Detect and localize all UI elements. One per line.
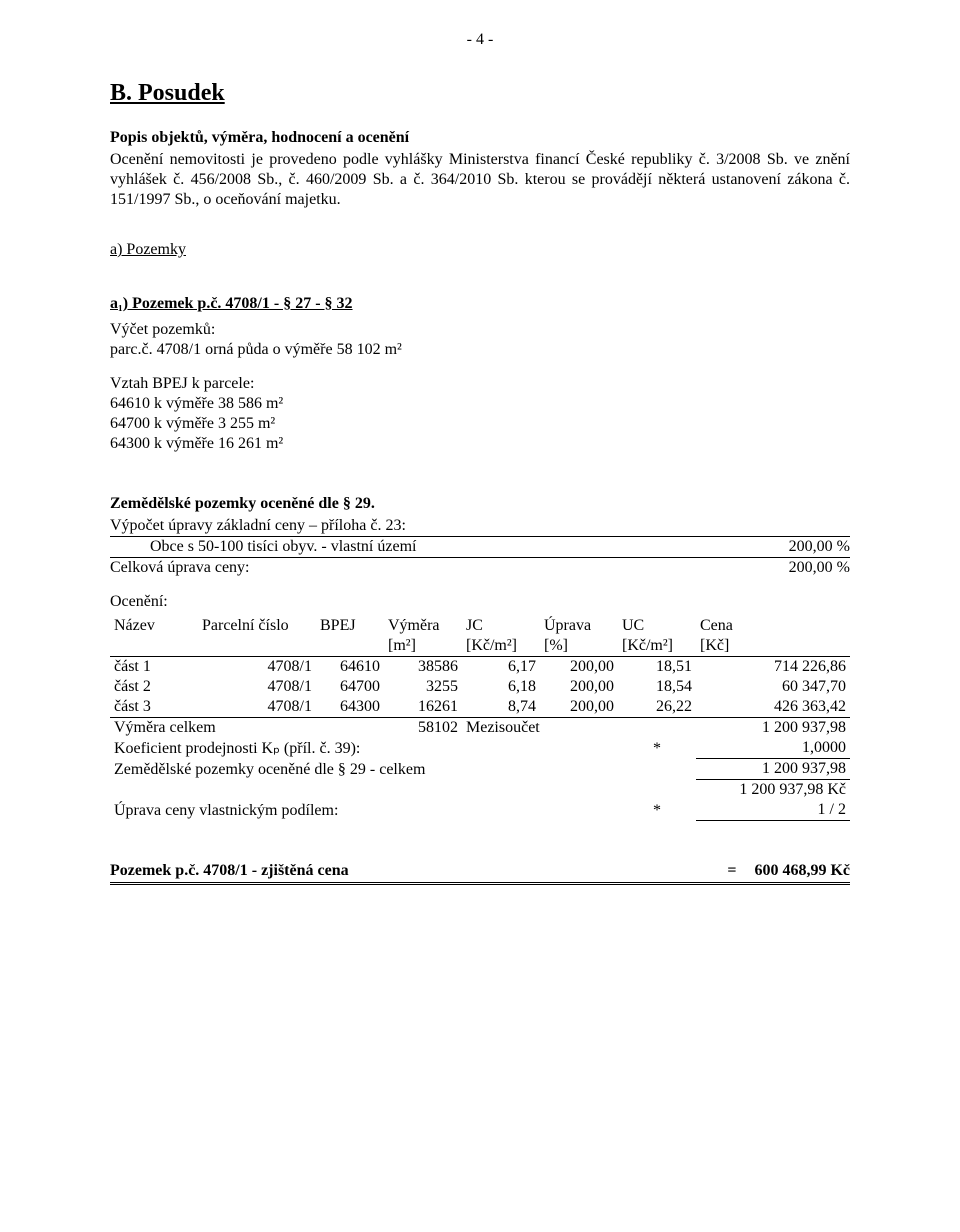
col-uc: UC: [618, 616, 696, 636]
section-a-heading: a) Pozemky: [110, 240, 850, 260]
vypocet-block: Výpočet úpravy základní ceny – příloha č…: [110, 516, 850, 578]
kp-row: Koeficient prodejnosti Kₚ (příl. č. 39):…: [110, 738, 850, 759]
valuation-table: Název Parcelní číslo BPEJ Výměra JC Úpra…: [110, 616, 850, 821]
celkova-row: Celková úprava ceny: 200,00 %: [110, 558, 850, 578]
heading-main: B. Posudek: [110, 78, 850, 108]
bpej-row: 64700 k výměře 3 255 m²: [110, 414, 850, 434]
page-number: - 4 -: [110, 30, 850, 50]
oceneni-label: Ocenění:: [110, 592, 850, 612]
obce-value: 200,00 %: [789, 537, 850, 557]
celkova-value: 200,00 %: [789, 558, 850, 578]
col-parcelni: Parcelní číslo: [198, 616, 316, 636]
zem-celkem-row: Zemědělské pozemky oceněné dle § 29 - ce…: [110, 759, 850, 780]
page: - 4 - B. Posudek Popis objektů, výměra, …: [0, 0, 960, 1232]
vypocet-label-row: Výpočet úpravy základní ceny – příloha č…: [110, 516, 850, 536]
result-row: Pozemek p.č. 4708/1 - zjištěná cena = 60…: [110, 861, 850, 885]
table-row: část 3 4708/1 64300 16261 8,74 200,00 26…: [110, 697, 850, 718]
col-uprava: Úprava: [540, 616, 618, 636]
table-header-1: Název Parcelní číslo BPEJ Výměra JC Úpra…: [110, 616, 850, 636]
col-nazev: Název: [110, 616, 198, 636]
bpej-label: Vztah BPEJ k parcele:: [110, 374, 850, 394]
celkova-label: Celková úprava ceny:: [110, 558, 250, 578]
table-row: část 2 4708/1 64700 3255 6,18 200,00 18,…: [110, 677, 850, 697]
col-uc-unit: [Kč/m²]: [618, 636, 696, 657]
obce-label: Obce s 50-100 tisíci obyv. - vlastní úze…: [150, 537, 416, 557]
col-cena: Cena: [696, 616, 850, 636]
vycet-line: parc.č. 4708/1 orná půda o výměře 58 102…: [110, 340, 850, 360]
col-vymera-unit: [m²]: [384, 636, 462, 657]
col-jc-unit: [Kč/m²]: [462, 636, 540, 657]
table-row: část 1 4708/1 64610 38586 6,17 200,00 18…: [110, 657, 850, 678]
col-bpej: BPEJ: [316, 616, 384, 636]
vycet-block: Výčet pozemků: parc.č. 4708/1 orná půda …: [110, 320, 850, 360]
result-eq: =: [727, 861, 736, 881]
bpej-row: 64300 k výměře 16 261 m²: [110, 434, 850, 454]
podil-row: Úprava ceny vlastnickým podílem: * 1 / 2: [110, 800, 850, 821]
col-jc: JC: [462, 616, 540, 636]
table-header-2: [m²] [Kč/m²] [%] [Kč/m²] [Kč]: [110, 636, 850, 657]
col-uprava-unit: [%]: [540, 636, 618, 657]
vymera-celkem-row: Výměra celkem 58102 Mezisoučet 1 200 937…: [110, 718, 850, 739]
result-label: Pozemek p.č. 4708/1 - zjištěná cena: [110, 861, 349, 881]
col-cena-unit: [Kč]: [696, 636, 850, 657]
bpej-row: 64610 k výměře 38 586 m²: [110, 394, 850, 414]
col-vymera: Výměra: [384, 616, 462, 636]
vycet-label: Výčet pozemků:: [110, 320, 850, 340]
vypocet-label: Výpočet úpravy základní ceny – příloha č…: [110, 516, 406, 536]
bpej-block: Vztah BPEJ k parcele: 64610 k výměře 38 …: [110, 374, 850, 454]
obce-row: Obce s 50-100 tisíci obyv. - vlastní úze…: [110, 536, 850, 558]
zem-heading: Zemědělské pozemky oceněné dle § 29.: [110, 494, 850, 514]
total-kc-row: 1 200 937,98 Kč: [110, 780, 850, 801]
heading-sub: Popis objektů, výměra, hodnocení a oceně…: [110, 128, 850, 148]
intro-paragraph: Ocenění nemovitosti je provedeno podle v…: [110, 150, 850, 210]
result-value: 600 468,99 Kč: [754, 861, 850, 881]
section-a1-heading: a₁) Pozemek p.č. 4708/1 - § 27 - § 32: [110, 294, 850, 314]
